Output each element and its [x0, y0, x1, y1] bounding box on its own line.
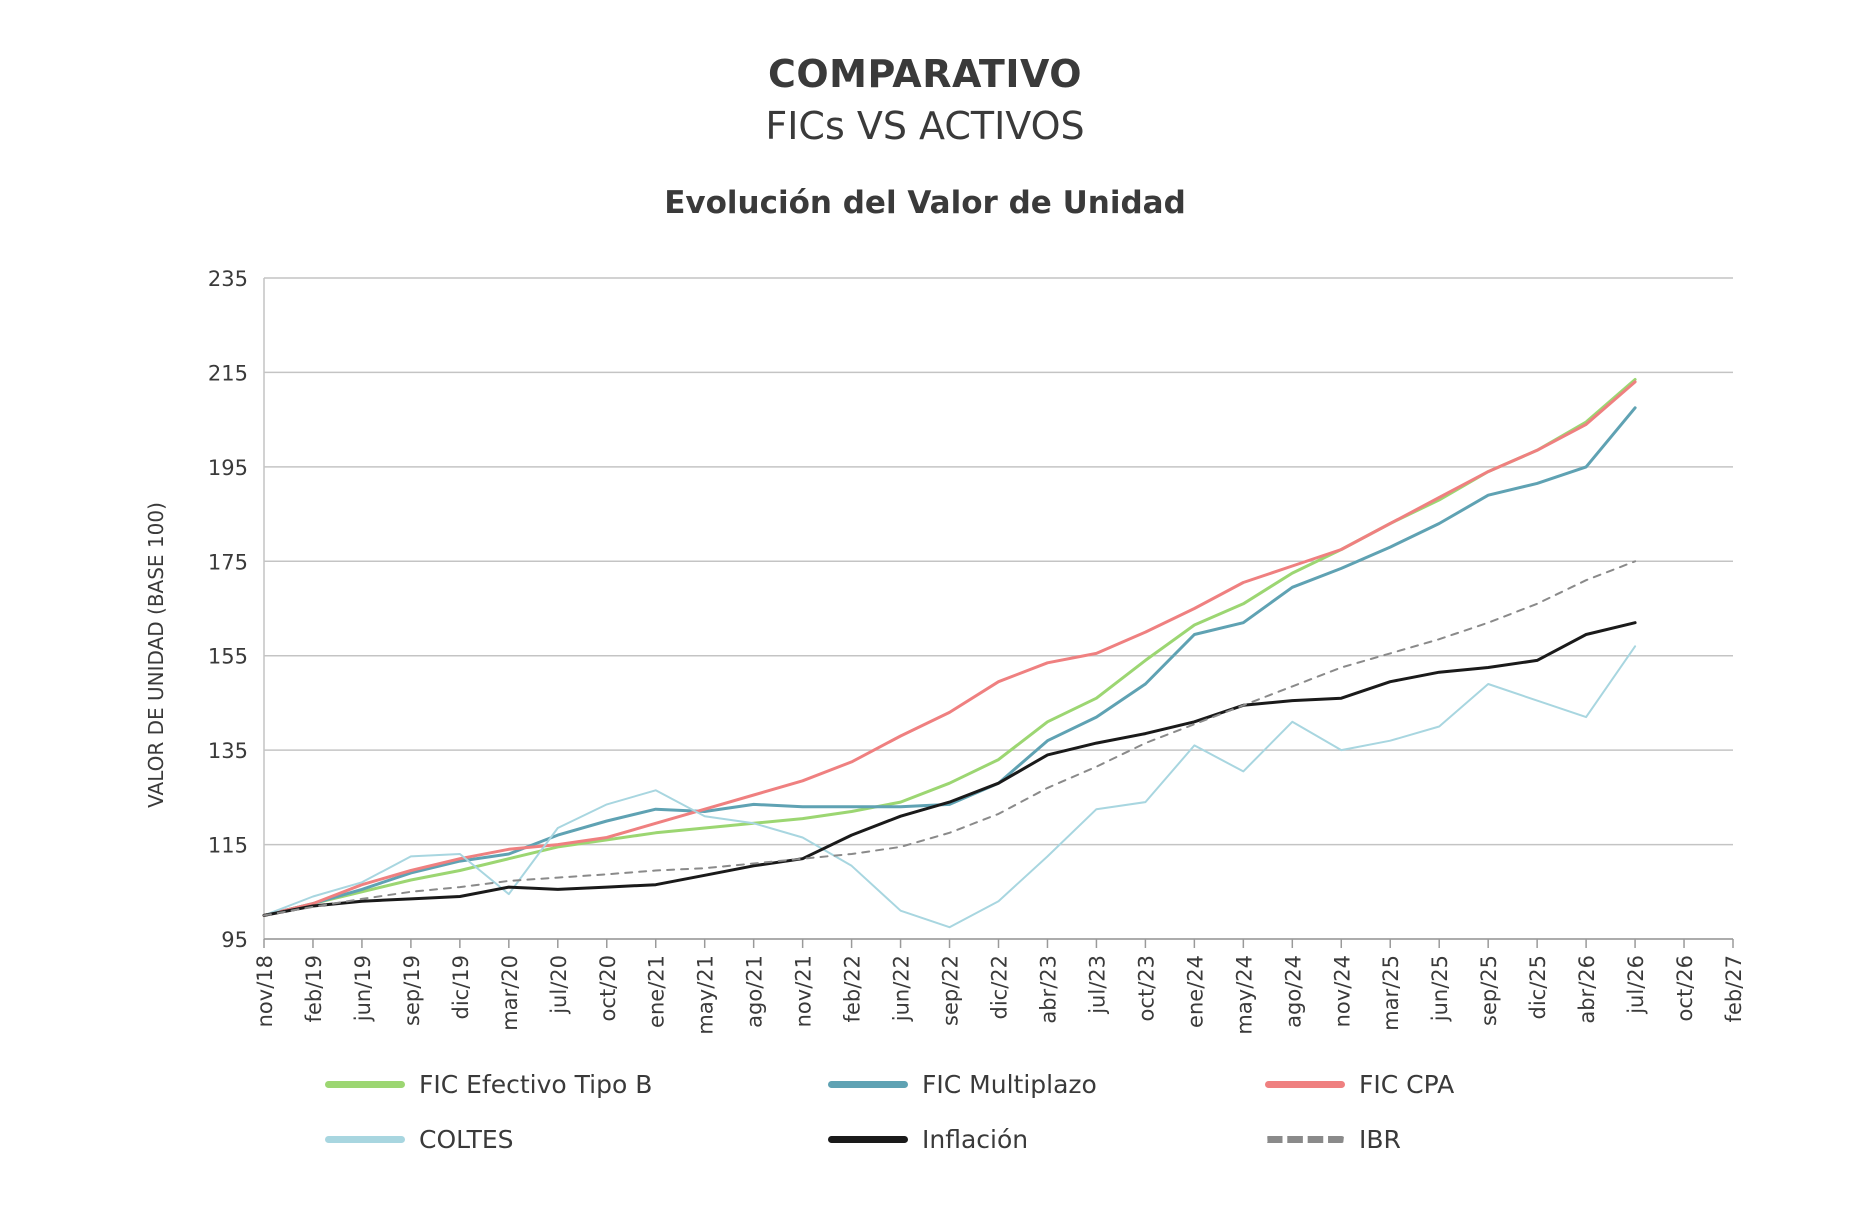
x-tick-label: nov/18 [253, 955, 277, 1027]
y-tick-label: 115 [208, 834, 248, 858]
legend-label: COLTES [419, 1125, 514, 1154]
x-tick-label: dic/25 [1526, 955, 1550, 1020]
grid [263, 277, 1733, 940]
series-line-ibr [263, 560, 1637, 917]
x-tick-label: abr/23 [1036, 955, 1060, 1024]
x-tick-label: oct/20 [596, 955, 620, 1021]
legend: FIC Efectivo Tipo B FIC Multiplazo FIC CPA… [0, 1070, 1850, 1190]
x-tick-label: dic/22 [988, 955, 1012, 1020]
x-tick-label: jul/23 [1085, 955, 1109, 1015]
x-tick-label: ago/24 [1281, 955, 1305, 1028]
x-tick-label: dic/19 [449, 955, 473, 1020]
y-axis: 95 115 135 155 175 195 215 235 [208, 267, 248, 952]
x-tick-label: jul/20 [547, 955, 571, 1015]
legend-label: FIC Multiplazo [922, 1070, 1097, 1099]
series-line-fic-efectivo-tipo-b [262, 378, 1637, 917]
series-line-inflaci-n [262, 621, 1637, 917]
x-tick-label: jun/19 [351, 955, 375, 1022]
legend-item: FIC CPA [1265, 1070, 1454, 1099]
legend-item: COLTES [325, 1125, 514, 1154]
x-tick-label: feb/22 [841, 955, 865, 1022]
page-subtitle: FICs VS ACTIVOS [765, 104, 1085, 148]
legend-swatch [325, 1081, 405, 1088]
x-tick-label: abr/26 [1575, 955, 1599, 1024]
chart-title: Evolución del Valor de Unidad [664, 185, 1186, 221]
legend-swatch [1265, 1136, 1345, 1143]
legend-item: IBR [1265, 1125, 1401, 1154]
x-tick-label: sep/25 [1477, 955, 1501, 1026]
x-tick-label: ene/21 [645, 955, 669, 1028]
y-tick-label: 155 [208, 645, 248, 669]
legend-swatch [1265, 1081, 1345, 1088]
x-tick-label: jun/25 [1428, 955, 1452, 1022]
x-tick-label: jun/22 [890, 955, 914, 1022]
y-tick-label: 195 [208, 456, 248, 480]
legend-label: FIC CPA [1359, 1070, 1455, 1099]
x-tick-label: jul/26 [1624, 955, 1648, 1015]
legend-item: Inflación [828, 1125, 1028, 1154]
x-tick-label: feb/19 [302, 955, 326, 1022]
page-title: COMPARATIVO [767, 52, 1083, 96]
y-tick-label: 95 [221, 928, 248, 952]
x-tick-label: feb/27 [1722, 955, 1746, 1022]
x-tick-label: sep/19 [400, 955, 424, 1026]
x-tick-label: ago/21 [743, 955, 767, 1028]
legend-swatch [828, 1136, 908, 1143]
legend-label: Inflación [922, 1125, 1029, 1154]
legend-item: FIC Efectivo Tipo B [325, 1070, 652, 1099]
y-tick-label: 235 [208, 267, 248, 291]
x-tick-label: ene/24 [1183, 955, 1207, 1028]
x-tick-label: mar/25 [1379, 955, 1403, 1031]
x-tick-label: oct/23 [1134, 955, 1158, 1021]
x-tick-label: may/21 [694, 955, 718, 1035]
y-tick-label: 215 [208, 361, 248, 385]
legend-swatch [325, 1136, 405, 1143]
x-tick-label: may/24 [1232, 955, 1256, 1035]
y-tick-label: 135 [208, 739, 248, 763]
legend-swatch [828, 1081, 908, 1088]
x-tick-label: oct/26 [1673, 955, 1697, 1021]
series-line-coltes [263, 645, 1637, 929]
series-line-fic-cpa [262, 380, 1637, 917]
series-lines [262, 378, 1637, 929]
x-tick-label: nov/21 [792, 955, 816, 1027]
series-line-fic-multiplazo [262, 406, 1637, 917]
x-tick-label: mar/20 [498, 955, 522, 1031]
legend-label: FIC Efectivo Tipo B [419, 1070, 653, 1099]
legend-item: FIC Multiplazo [828, 1070, 1097, 1099]
x-axis: nov/18 feb/19 jun/19 sep/19 dic/19 mar/20 jul/… [253, 939, 1746, 1035]
x-tick-label: sep/22 [939, 955, 963, 1026]
y-tick-label: 175 [208, 550, 248, 574]
legend-label: IBR [1359, 1125, 1401, 1154]
y-axis-label: VALOR DE UNIDAD (BASE 100) [144, 502, 168, 808]
x-tick-label: nov/24 [1330, 955, 1354, 1027]
